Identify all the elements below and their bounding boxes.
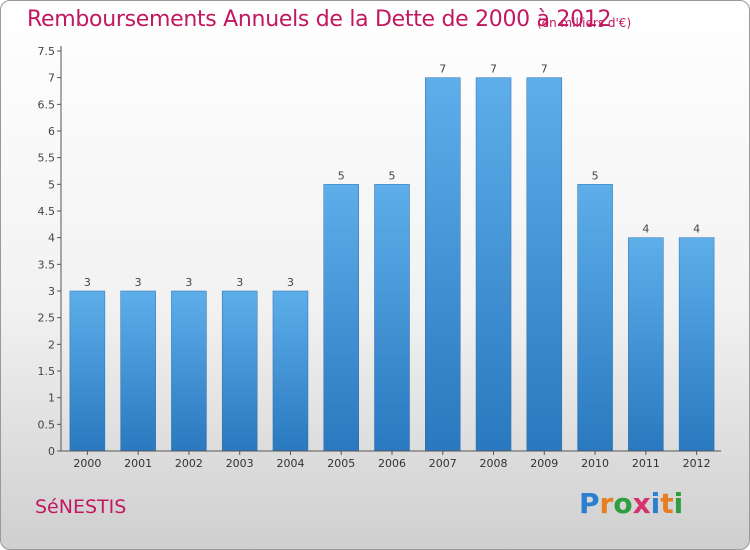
bar-value-label: 3 — [287, 276, 294, 289]
bar-value-label: 5 — [592, 169, 599, 182]
bar-2011 — [628, 237, 664, 452]
x-tick-label: 2003 — [226, 457, 254, 470]
logo-letter: r — [599, 487, 614, 520]
bar-2005 — [323, 184, 359, 452]
bar-2009 — [526, 77, 563, 452]
bar-2002 — [171, 290, 207, 452]
proxiti-logo[interactable]: Proxiti — [579, 487, 683, 520]
x-tick-label: 2012 — [683, 457, 711, 470]
y-tick-label: 6 — [48, 125, 55, 138]
logo-letter: i — [650, 487, 661, 520]
x-tick-label: 2005 — [327, 457, 355, 470]
bar-2008 — [475, 77, 512, 452]
y-tick-label: 2.5 — [38, 312, 56, 325]
y-tick-label: 1 — [48, 392, 55, 405]
bar-value-label: 7 — [490, 63, 497, 76]
y-axis: 0 0.5 1 1.5 2 2.5 3 3.5 4 4.5 5 5.5 6 6.5 7 7.5 — [38, 45, 62, 458]
y-tick-label: 5 — [48, 178, 55, 191]
y-tick-label: 0.5 — [38, 418, 56, 431]
y-tick-label: 7.5 — [38, 45, 56, 58]
y-tick-label: 7 — [48, 72, 55, 85]
bar-value-label: 7 — [439, 63, 446, 76]
bar-2000 — [69, 290, 106, 452]
bar-value-label: 5 — [389, 169, 396, 182]
bar-value-label: 7 — [541, 63, 548, 76]
x-tick-label: 2007 — [429, 457, 457, 470]
x-tick-label: 2008 — [480, 457, 508, 470]
town-name: SéNESTIS — [35, 496, 127, 518]
bar-value-label: 3 — [185, 276, 192, 289]
y-tick-label: 3.5 — [38, 258, 56, 271]
logo-letter: o — [613, 487, 633, 520]
logo-letter: i — [673, 487, 684, 520]
bar-value-label: 3 — [84, 276, 91, 289]
y-tick-label: 1.5 — [38, 365, 56, 378]
chart-subtitle: (en milliers d'€) — [537, 16, 632, 30]
y-tick-label: 3 — [48, 285, 55, 298]
x-tick-label: 2006 — [378, 457, 406, 470]
bar-2012 — [678, 237, 715, 452]
bars: 3 3 3 3 3 5 5 7 7 7 5 4 4 — [69, 63, 715, 452]
y-tick-label: 5.5 — [38, 152, 56, 165]
logo-letter: x — [632, 487, 651, 520]
y-tick-label: 4.5 — [38, 205, 56, 218]
bar-2003 — [221, 290, 258, 452]
x-tick-label: 2004 — [276, 457, 304, 470]
bar-value-label: 4 — [642, 223, 649, 236]
logo-letter: t — [660, 487, 674, 520]
y-tick-label: 6.5 — [38, 98, 56, 111]
x-tick-label: 2000 — [73, 457, 101, 470]
y-tick-label: 0 — [48, 445, 55, 458]
bar-2001 — [120, 290, 156, 452]
bar-2007 — [425, 77, 461, 452]
bar-value-label: 3 — [236, 276, 243, 289]
chart-title: Remboursements Annuels de la Dette de 20… — [27, 7, 612, 32]
bar-2006 — [374, 184, 410, 452]
x-tick-label: 2011 — [632, 457, 660, 470]
bar-2004 — [272, 290, 309, 452]
bar-2010 — [577, 184, 613, 452]
logo-letter: P — [579, 487, 600, 520]
x-tick-label: 2001 — [124, 457, 152, 470]
bar-value-label: 5 — [338, 169, 345, 182]
bar-value-label: 3 — [135, 276, 142, 289]
bar-value-label: 4 — [693, 223, 700, 236]
y-tick-label: 4 — [48, 232, 55, 245]
x-tick-label: 2009 — [530, 457, 558, 470]
x-tick-label: 2010 — [581, 457, 609, 470]
x-tick-label: 2002 — [175, 457, 203, 470]
x-axis: 2000 2001 2002 2003 2004 2005 2006 2007 2008 2009… — [61, 450, 721, 470]
y-tick-label: 2 — [48, 338, 55, 351]
